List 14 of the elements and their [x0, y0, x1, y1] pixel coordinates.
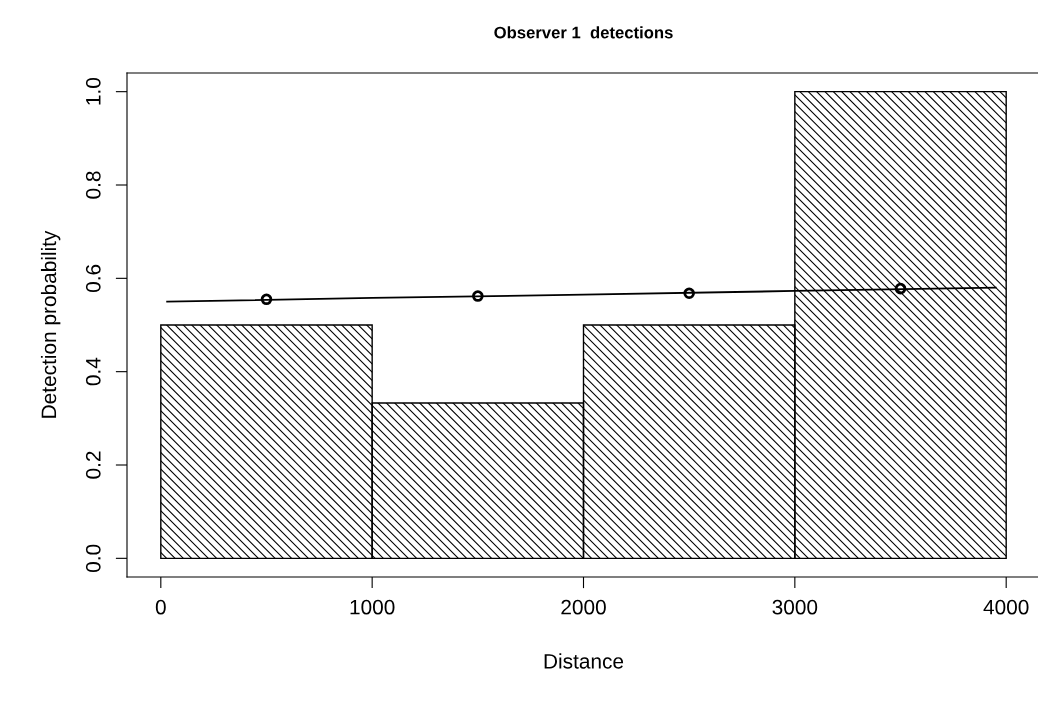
x-tick-label: 0 — [155, 599, 166, 615]
x-tick-label: 1000 — [350, 599, 395, 615]
x-tick-label: 2000 — [561, 599, 606, 615]
x-axis-title: Distance — [544, 653, 624, 669]
x-tick-label: 3000 — [772, 599, 818, 615]
y-tick-label: 0.8 — [85, 171, 101, 199]
y-tick-label: 0.0 — [85, 544, 101, 572]
y-axis-title: Detection probability — [40, 230, 61, 418]
y-tick-label: 0.4 — [85, 357, 101, 386]
y-tick-label: 0.2 — [85, 451, 101, 479]
x-tick-label: 4000 — [983, 599, 1029, 615]
y-tick-label: 0.6 — [85, 264, 101, 292]
y-tick-label: 1.0 — [85, 78, 101, 105]
chart-title: Observer 1 detections — [494, 26, 673, 39]
